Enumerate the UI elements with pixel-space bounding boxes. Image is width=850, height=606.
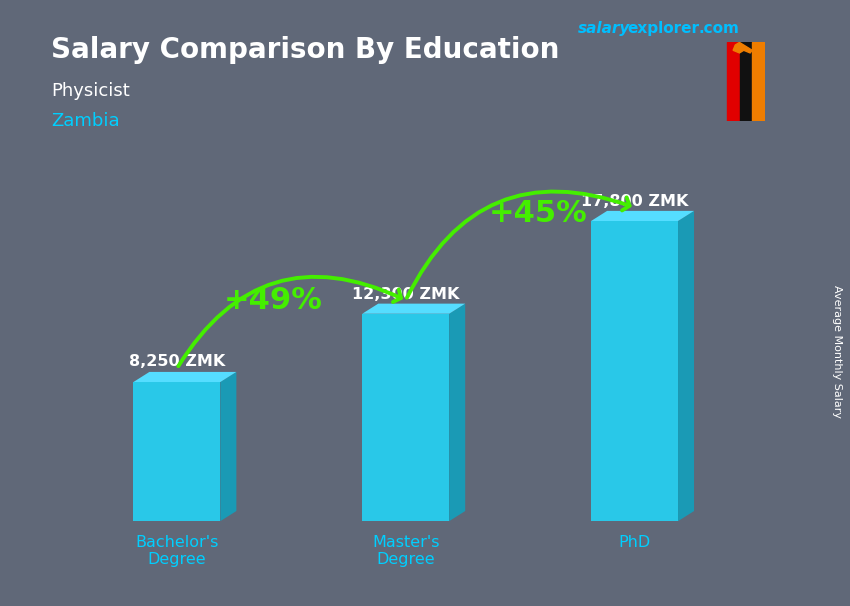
Text: 8,250 ZMK: 8,250 ZMK [128,353,225,368]
Polygon shape [362,314,449,521]
Text: .com: .com [699,21,740,36]
Polygon shape [362,304,465,314]
Text: +49%: +49% [224,286,322,315]
Polygon shape [220,372,236,521]
Bar [752,42,765,121]
Text: 12,300 ZMK: 12,300 ZMK [352,287,459,302]
Text: explorer: explorer [627,21,700,36]
Text: salary: salary [578,21,631,36]
Text: 17,800 ZMK: 17,800 ZMK [581,194,689,209]
Bar [740,42,752,121]
Bar [727,42,740,121]
Polygon shape [449,304,465,521]
Polygon shape [133,372,236,382]
Polygon shape [733,42,752,53]
Polygon shape [133,382,220,521]
Polygon shape [678,211,694,521]
Text: Average Monthly Salary: Average Monthly Salary [832,285,842,418]
Text: +45%: +45% [489,199,588,228]
Text: Physicist: Physicist [51,82,130,100]
Text: Salary Comparison By Education: Salary Comparison By Education [51,36,559,64]
Polygon shape [591,221,678,521]
Polygon shape [591,211,694,221]
Text: Zambia: Zambia [51,112,120,130]
